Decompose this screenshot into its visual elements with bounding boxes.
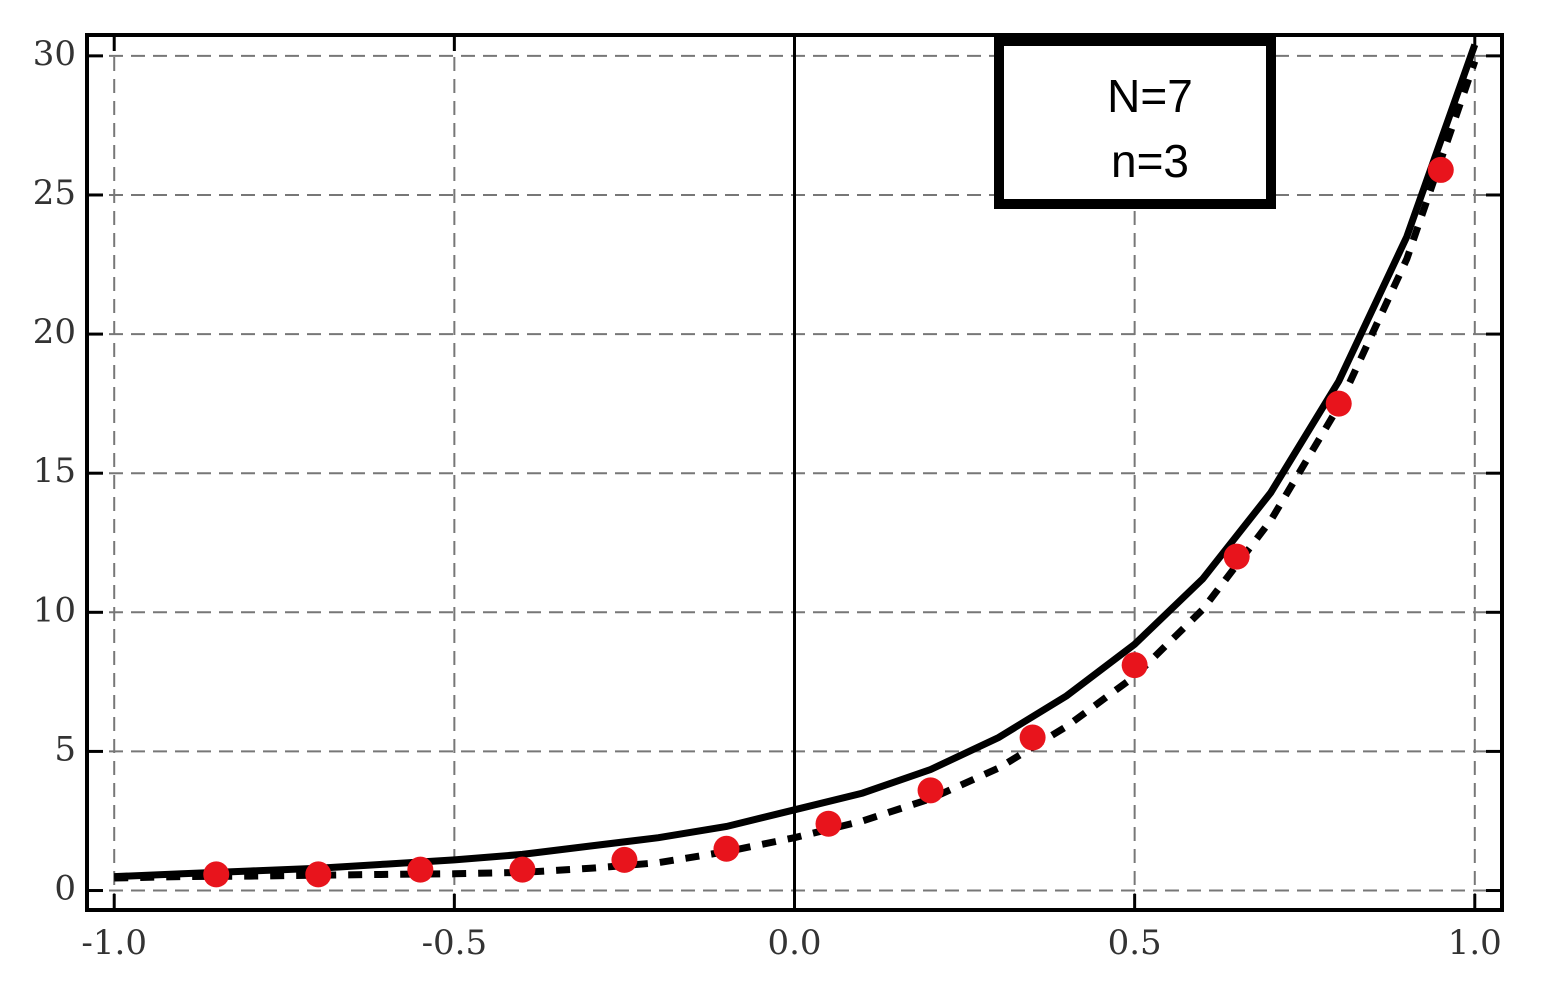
data-point xyxy=(509,856,536,883)
annotation-box xyxy=(994,36,1276,209)
annotation: n=3 xyxy=(1111,135,1189,187)
data-point xyxy=(1019,724,1046,751)
y-tick-label: 30 xyxy=(33,34,76,74)
data-point xyxy=(713,835,740,862)
y-tick-label: 5 xyxy=(54,729,76,769)
data-point xyxy=(407,856,434,883)
data-point xyxy=(1223,543,1250,570)
x-tick-label: 0.5 xyxy=(1108,923,1162,963)
data-point xyxy=(203,861,230,888)
plot-frame xyxy=(85,33,1504,912)
annotation: N=7 xyxy=(1107,70,1193,122)
data-point xyxy=(1121,652,1148,679)
data-line xyxy=(114,43,1479,881)
x-tick-label: 1.0 xyxy=(1448,923,1502,963)
y-tick-label: 25 xyxy=(33,173,76,213)
data-line xyxy=(114,60,1479,882)
y-tick-label: 0 xyxy=(54,869,76,909)
y-tick-label: 20 xyxy=(33,312,76,352)
data-point xyxy=(305,861,332,888)
y-tick-label: 10 xyxy=(33,590,76,630)
x-tick-label: -0.5 xyxy=(422,923,488,963)
data-point xyxy=(611,846,638,873)
data-point xyxy=(1325,390,1352,417)
x-tick-label: 0.0 xyxy=(767,923,821,963)
y-tick-label: 15 xyxy=(33,451,76,491)
data-point xyxy=(1427,156,1454,183)
x-tick-label: -1.0 xyxy=(81,923,147,963)
data-point xyxy=(917,777,944,804)
data-point xyxy=(815,810,842,837)
